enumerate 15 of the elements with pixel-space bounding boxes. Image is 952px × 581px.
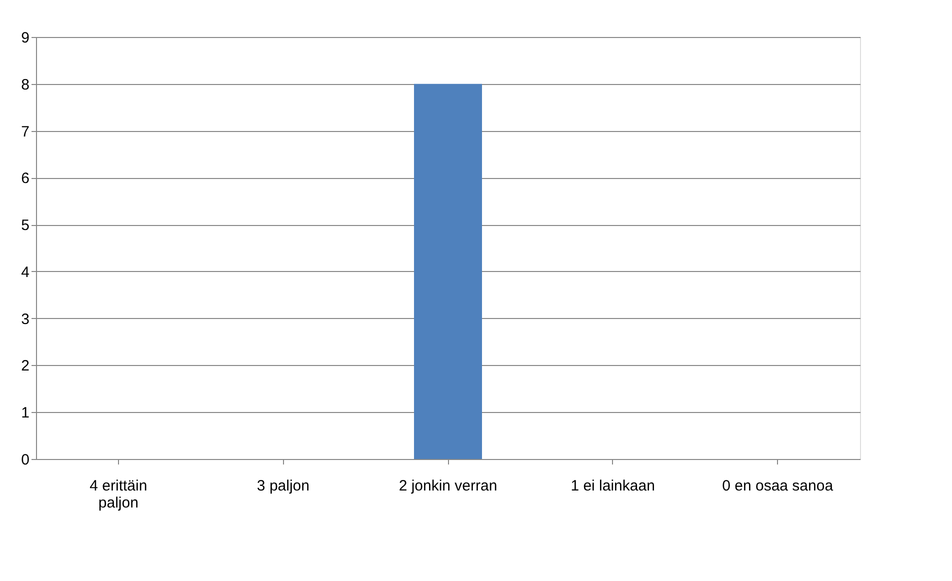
x-tick-label: 2 jonkin verran bbox=[398, 478, 498, 494]
x-tick-label: 4 erittäin paljon bbox=[90, 478, 148, 512]
y-tick-label: 5 bbox=[21, 217, 30, 234]
y-tick-label: 7 bbox=[21, 123, 30, 140]
y-tick-label: 9 bbox=[21, 30, 30, 46]
y-tick-label: 6 bbox=[21, 170, 30, 188]
x-tick-label: 0 en osaa sanoa bbox=[722, 478, 834, 494]
y-tick-label: 3 bbox=[21, 310, 30, 328]
y-tick-label: 0 bbox=[21, 452, 30, 468]
y-tick-label: 1 bbox=[21, 404, 30, 422]
x-tick-label: 1 ei lainkaan bbox=[570, 478, 655, 494]
y-tick-label: 4 bbox=[21, 264, 30, 281]
y-tick-label: 2 bbox=[21, 358, 30, 375]
x-tick-label: 3 paljon bbox=[256, 478, 310, 494]
y-tick-label: 8 bbox=[21, 76, 30, 94]
